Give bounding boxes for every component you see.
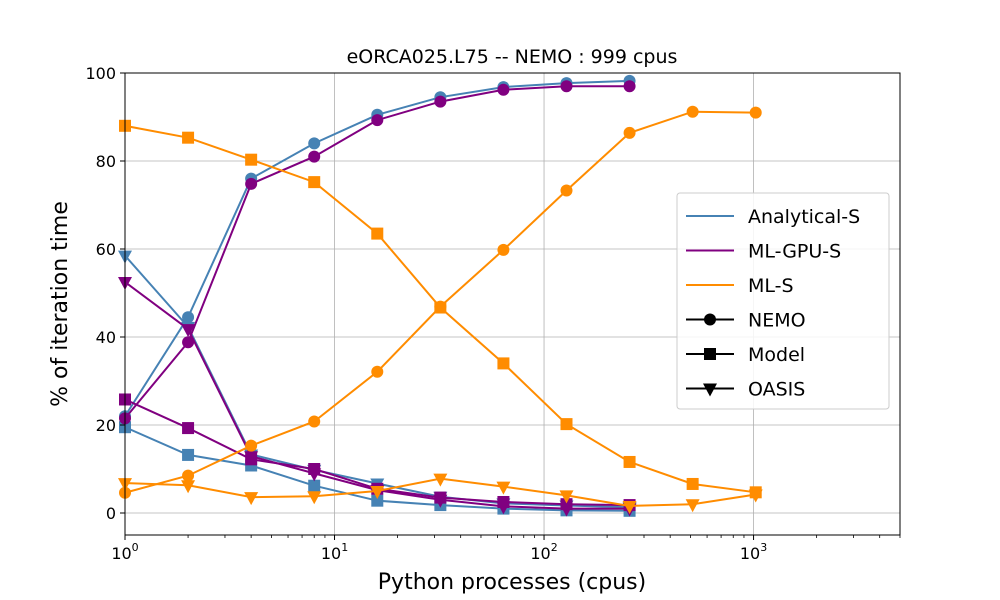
y-tick-label: 100 (85, 64, 116, 83)
y-tick-label: 20 (96, 416, 116, 435)
data-point (560, 418, 573, 431)
y-tick-label: 0 (106, 504, 116, 523)
legend-label: NEMO (748, 310, 806, 332)
legend-entry-nemo: NEMO (686, 310, 806, 332)
data-point (370, 486, 385, 499)
data-point (182, 336, 195, 349)
data-point (244, 492, 259, 506)
legend-marker (704, 348, 716, 360)
data-point (371, 494, 384, 507)
data-point (434, 301, 447, 314)
data-point (308, 176, 321, 189)
data-point (559, 503, 574, 517)
chart-title: eORCA025.L75 -- NEMO : 999 cpus (347, 46, 678, 68)
x-tick-label: 100 (111, 541, 138, 563)
y-tick-label: 40 (96, 328, 116, 347)
plot-frame (124, 72, 901, 536)
legend-label: OASIS (748, 379, 805, 401)
data-point (433, 473, 448, 487)
legend-marker (704, 313, 716, 326)
y-axis-label: % of iteration time (48, 201, 73, 407)
data-point (496, 481, 511, 495)
data-point (308, 479, 321, 492)
data-point (182, 311, 195, 324)
legend-entry-model: Model (686, 344, 805, 366)
y-tick-label: 80 (96, 152, 116, 171)
data-point (560, 184, 573, 197)
legend-label: ML-S (748, 275, 794, 297)
legend-label: ML-GPU-S (748, 241, 841, 263)
ticks: 0 20 40 60 80 100 100 101 102 103 (85, 64, 901, 563)
legend-marker (703, 383, 717, 397)
data-point (622, 500, 637, 514)
data-point (182, 469, 195, 482)
data-point (245, 153, 258, 166)
x-tick-label: 103 (740, 541, 767, 563)
data-point (308, 137, 321, 150)
series-layer (118, 74, 763, 517)
data-point (497, 243, 510, 256)
data-point (748, 489, 763, 503)
legend-entry-oasis: OASIS (686, 379, 805, 401)
data-point (181, 480, 196, 494)
legend-entry-analytical-s: Analytical-S (686, 206, 860, 228)
legend: Analytical-S ML-GPU-S ML-S NEMO Model OASIS (676, 192, 890, 410)
data-point (497, 83, 510, 96)
data-point (308, 415, 321, 428)
data-point (560, 80, 573, 93)
y-tick-label: 60 (96, 240, 116, 259)
data-point (497, 357, 510, 370)
data-point (623, 126, 636, 139)
legend-label: Analytical-S (748, 206, 860, 228)
data-point (686, 477, 699, 490)
data-point (559, 490, 574, 504)
data-point (623, 80, 636, 93)
data-point (496, 501, 511, 515)
data-point (307, 468, 322, 482)
data-point (245, 177, 258, 190)
data-point (371, 227, 384, 240)
data-point (182, 448, 195, 461)
series-ml-s-oasis (118, 473, 763, 514)
legend-entry-ml-gpu-s: ML-GPU-S (686, 241, 841, 263)
data-point (307, 491, 322, 505)
data-point (434, 95, 447, 108)
data-point (244, 451, 259, 465)
x-tick-label: 102 (530, 541, 557, 563)
data-point (182, 131, 195, 144)
x-tick-label: 101 (321, 541, 348, 563)
data-point (685, 499, 700, 513)
data-point (371, 365, 384, 378)
x-axis-label: Python processes (cpus) (378, 570, 646, 595)
data-point (686, 105, 699, 118)
series-ml-gpu-s-nemo (119, 80, 636, 425)
data-point (371, 114, 384, 127)
data-point (308, 150, 321, 163)
data-point (245, 439, 258, 452)
data-point (182, 422, 195, 435)
data-point (623, 455, 636, 468)
legend-label: Model (748, 344, 805, 366)
data-point (433, 494, 448, 508)
data-point (749, 106, 762, 119)
legend-entry-ml-s: ML-S (686, 275, 794, 297)
data-point (181, 324, 196, 338)
